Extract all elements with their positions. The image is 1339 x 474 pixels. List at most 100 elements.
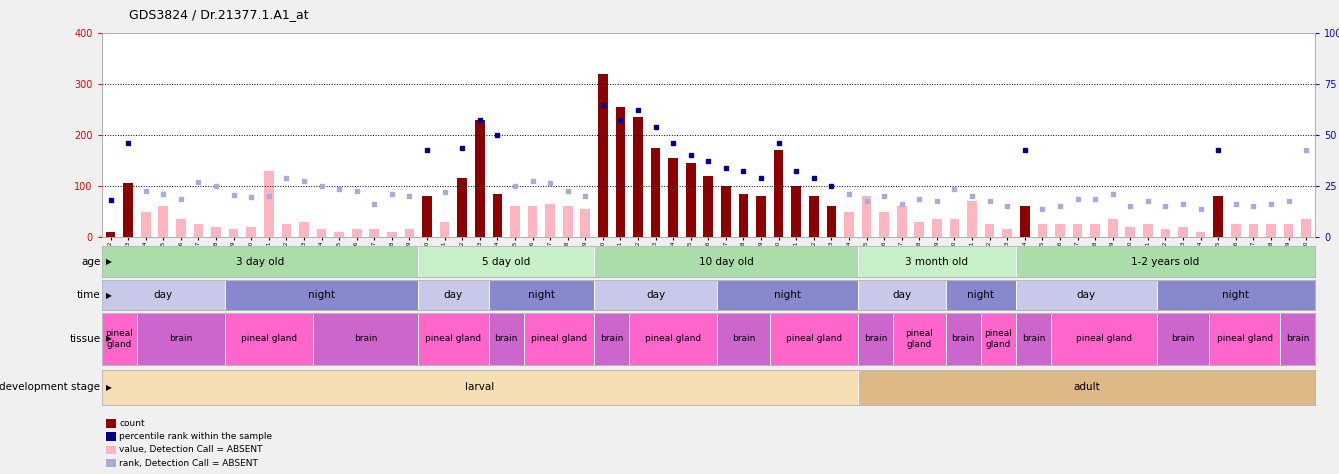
Bar [475,120,485,237]
Text: day: day [443,290,463,300]
Text: pineal gland: pineal gland [645,335,702,343]
Bar [1107,219,1118,237]
Bar [489,280,595,310]
Bar [439,222,450,237]
Bar [225,313,313,365]
Text: pineal gland: pineal gland [786,335,842,343]
Bar [225,280,418,310]
Bar [984,224,995,237]
Bar [739,194,749,237]
Text: day: day [892,290,912,300]
Bar [826,207,837,237]
Bar [580,209,590,237]
Bar [524,313,595,365]
Bar [229,229,238,237]
Bar [599,74,608,237]
Bar [858,370,1315,405]
Bar [595,313,629,365]
Bar [1284,224,1293,237]
Text: adult: adult [1073,383,1099,392]
Bar [317,229,327,237]
Text: larval: larval [465,383,494,392]
Text: night: night [1223,290,1249,300]
Bar [1178,227,1188,237]
Bar [458,178,467,237]
Bar [404,229,414,237]
Bar [102,246,418,277]
Bar [1248,224,1259,237]
Text: pineal gland: pineal gland [1217,335,1272,343]
Bar [981,313,1016,365]
Bar [1016,280,1157,310]
Bar [686,163,695,237]
Text: rank, Detection Call = ABSENT: rank, Detection Call = ABSENT [119,459,258,467]
Bar [102,370,858,405]
Text: pineal
gland: pineal gland [106,329,134,348]
Bar [562,207,573,237]
Text: brain: brain [952,335,975,343]
Bar [158,207,169,237]
Text: 3 month old: 3 month old [905,257,968,267]
Text: percentile rank within the sample: percentile rank within the sample [119,432,272,441]
Bar [1144,224,1153,237]
Bar [313,313,418,365]
Bar [194,224,204,237]
Text: night: night [774,290,801,300]
Bar [175,219,186,237]
Bar [791,186,801,237]
Bar [1267,224,1276,237]
Bar [844,211,854,237]
Text: pineal
gland: pineal gland [905,329,933,348]
Bar [809,196,818,237]
Text: age: age [82,257,100,267]
Bar [718,280,858,310]
Bar [1280,313,1315,365]
Text: night: night [308,290,335,300]
Bar [616,107,625,237]
Text: 1-2 years old: 1-2 years old [1131,257,1200,267]
Bar [387,232,396,237]
Text: brain: brain [169,335,193,343]
Bar [1055,224,1065,237]
Bar [757,196,766,237]
Bar [1038,224,1047,237]
Bar [1213,196,1223,237]
Text: ▶: ▶ [106,257,111,266]
Text: ▶: ▶ [106,383,111,392]
Bar [137,313,225,365]
Bar [212,227,221,237]
Bar [370,229,379,237]
Bar [595,246,858,277]
Bar [493,194,502,237]
Bar [510,207,520,237]
Bar [106,232,115,237]
Text: night: night [528,290,554,300]
Bar [1090,224,1099,237]
Bar [1003,229,1012,237]
Text: pineal gland: pineal gland [241,335,297,343]
Bar [1209,313,1280,365]
Bar [299,222,309,237]
Bar [1051,313,1157,365]
Bar [718,313,770,365]
Bar [1073,224,1082,237]
Bar [858,313,893,365]
Bar [489,313,524,365]
Bar [967,201,977,237]
Bar [1161,229,1170,237]
Bar [880,211,889,237]
Text: ▶: ▶ [106,335,111,343]
Text: development stage: development stage [0,383,100,392]
Bar [858,280,945,310]
Text: count: count [119,419,145,428]
Text: GDS3824 / Dr.21377.1.A1_at: GDS3824 / Dr.21377.1.A1_at [129,9,308,21]
Text: brain: brain [1172,335,1194,343]
Text: 10 day old: 10 day old [699,257,754,267]
Bar [1231,224,1241,237]
Text: pineal gland: pineal gland [426,335,482,343]
Text: pineal gland: pineal gland [1075,335,1131,343]
Bar [264,171,273,237]
Bar [893,313,945,365]
Text: day: day [154,290,173,300]
Bar [1157,280,1315,310]
